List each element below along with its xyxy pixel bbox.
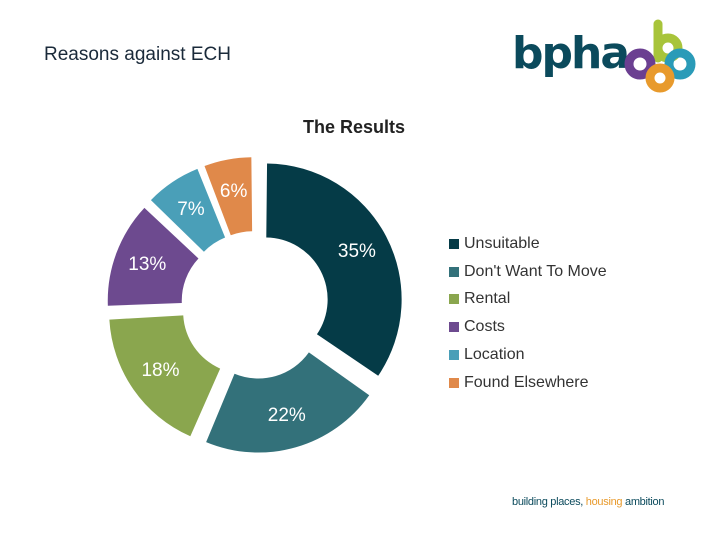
legend-label: Don't Want To Move: [464, 262, 607, 280]
legend-swatch: [449, 266, 459, 277]
legend-item: Location: [449, 341, 607, 369]
legend-swatch: [449, 294, 459, 305]
logo-emblem-icon: [624, 19, 696, 93]
legend-swatch: [449, 377, 459, 388]
donut-slice-don-t-want-to-move: [206, 352, 370, 453]
legend-swatch: [449, 322, 459, 333]
slice-label-unsuitable: 35%: [337, 240, 376, 262]
logo-wordmark: bpha: [512, 28, 630, 79]
legend-swatch: [449, 350, 459, 361]
slice-label-location: 7%: [177, 198, 205, 220]
donut-slice-costs: [107, 207, 199, 306]
legend-item: Found Elsewhere: [449, 369, 607, 397]
chart-title: The Results: [303, 117, 406, 137]
donut-slice-location: [150, 168, 226, 252]
donut-slice-unsuitable: [266, 163, 402, 376]
chart-legend: Unsuitable Don't Want To Move Rental Costs L…: [449, 230, 607, 397]
legend-label: Costs: [464, 318, 505, 336]
tagline-part-1: building places,: [512, 496, 586, 508]
legend-label: Found Elsewhere: [464, 373, 589, 391]
legend-item: Costs: [449, 313, 607, 341]
slice-label-rental: 18%: [141, 359, 180, 381]
tagline-part-2: housing: [585, 496, 625, 508]
slide-title: Reasons against ECH: [44, 44, 231, 65]
tagline-part-3: ambition: [625, 496, 665, 508]
slice-label-don-t-want-to-move: 22%: [267, 404, 306, 426]
legend-label: Location: [464, 346, 525, 364]
legend-item: Don't Want To Move: [449, 258, 607, 286]
slice-label-costs: 13%: [128, 253, 167, 275]
donut-slice-rental: [109, 315, 221, 437]
bpha-logo: bpha: [508, 18, 698, 96]
tagline: building places, housing ambition: [512, 496, 664, 508]
donut-slice-found-elsewhere: [204, 157, 253, 236]
legend-label: Unsuitable: [464, 234, 540, 252]
legend-label: Rental: [464, 290, 511, 308]
legend-item: Unsuitable: [449, 230, 607, 258]
legend-item: Rental: [449, 286, 607, 314]
slice-label-found-elsewhere: 6%: [219, 180, 248, 202]
legend-swatch: [449, 238, 459, 249]
